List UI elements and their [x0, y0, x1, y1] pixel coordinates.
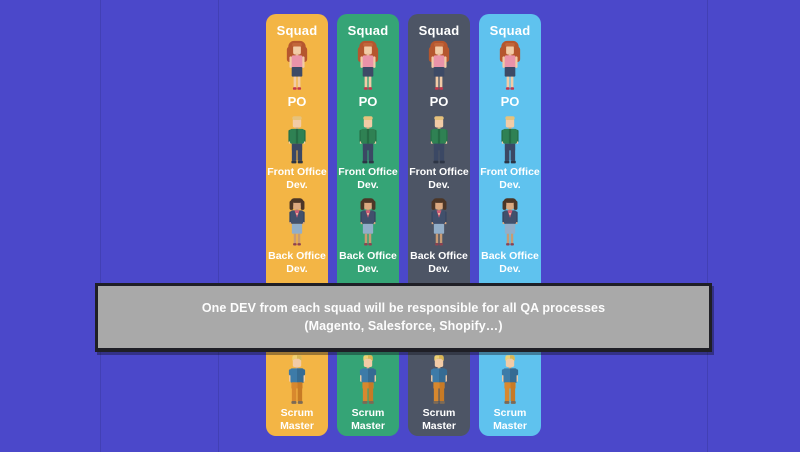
front-office-role-label: Front Office Dev.	[409, 166, 469, 191]
squad-column-4: Squad PO Front Office Dev. Back Office D…	[479, 14, 541, 436]
back-office-role-label: Back Office Dev.	[268, 250, 326, 275]
back-office-role-label: Back Office Dev.	[410, 250, 468, 275]
back-office-role-label: Back Office Dev.	[339, 250, 397, 275]
front-office-role-label: Front Office Dev.	[267, 166, 327, 191]
qa-note-banner: One DEV from each squad will be responsi…	[95, 283, 712, 352]
woman-red-curly-hair-figure	[357, 40, 379, 90]
man-blue-shirt-orange-pants-figure	[288, 355, 306, 404]
squad-title: Squad	[418, 23, 460, 38]
man-green-jacket-figure	[359, 116, 377, 164]
woman-red-curly-hair-figure	[499, 40, 521, 90]
back-office-role-label: Back Office Dev.	[481, 250, 539, 275]
scrum-master-role-label: Scrum Master	[493, 407, 527, 432]
woman-red-curly-hair-figure	[428, 40, 450, 90]
man-green-jacket-figure	[501, 116, 519, 164]
woman-red-curly-hair-figure	[286, 40, 308, 90]
squad-column-1: Squad PO Front Office Dev. Back Office D…	[266, 14, 328, 436]
scrum-master-role-label: Scrum Master	[280, 407, 314, 432]
scrum-master-role-label: Scrum Master	[422, 407, 456, 432]
background-guide-line	[100, 0, 101, 452]
woman-brown-hair-figure	[502, 198, 518, 246]
woman-brown-hair-figure	[360, 198, 376, 246]
squad-column-3: Squad PO Front Office Dev. Back Office D…	[408, 14, 470, 436]
woman-brown-hair-figure	[289, 198, 305, 246]
squad-title: Squad	[489, 23, 531, 38]
background-guide-line	[707, 0, 708, 452]
man-blue-shirt-orange-pants-figure	[501, 355, 519, 404]
man-blue-shirt-orange-pants-figure	[430, 355, 448, 404]
squad-title: Squad	[347, 23, 389, 38]
po-role-label: PO	[287, 94, 307, 109]
scrum-master-role-label: Scrum Master	[351, 407, 385, 432]
woman-brown-hair-figure	[431, 198, 447, 246]
po-role-label: PO	[358, 94, 378, 109]
background-guide-line	[218, 0, 219, 452]
qa-note-line-2: (Magento, Salesforce, Shopify…)	[304, 319, 503, 333]
man-green-jacket-figure	[430, 116, 448, 164]
qa-note-line-1: One DEV from each squad will be responsi…	[201, 301, 606, 315]
po-role-label: PO	[500, 94, 520, 109]
man-blue-shirt-orange-pants-figure	[359, 355, 377, 404]
squad-column-2: Squad PO Front Office Dev. Back Office D…	[337, 14, 399, 436]
squad-title: Squad	[276, 23, 318, 38]
po-role-label: PO	[429, 94, 449, 109]
front-office-role-label: Front Office Dev.	[480, 166, 540, 191]
front-office-role-label: Front Office Dev.	[338, 166, 398, 191]
man-green-jacket-figure	[288, 116, 306, 164]
